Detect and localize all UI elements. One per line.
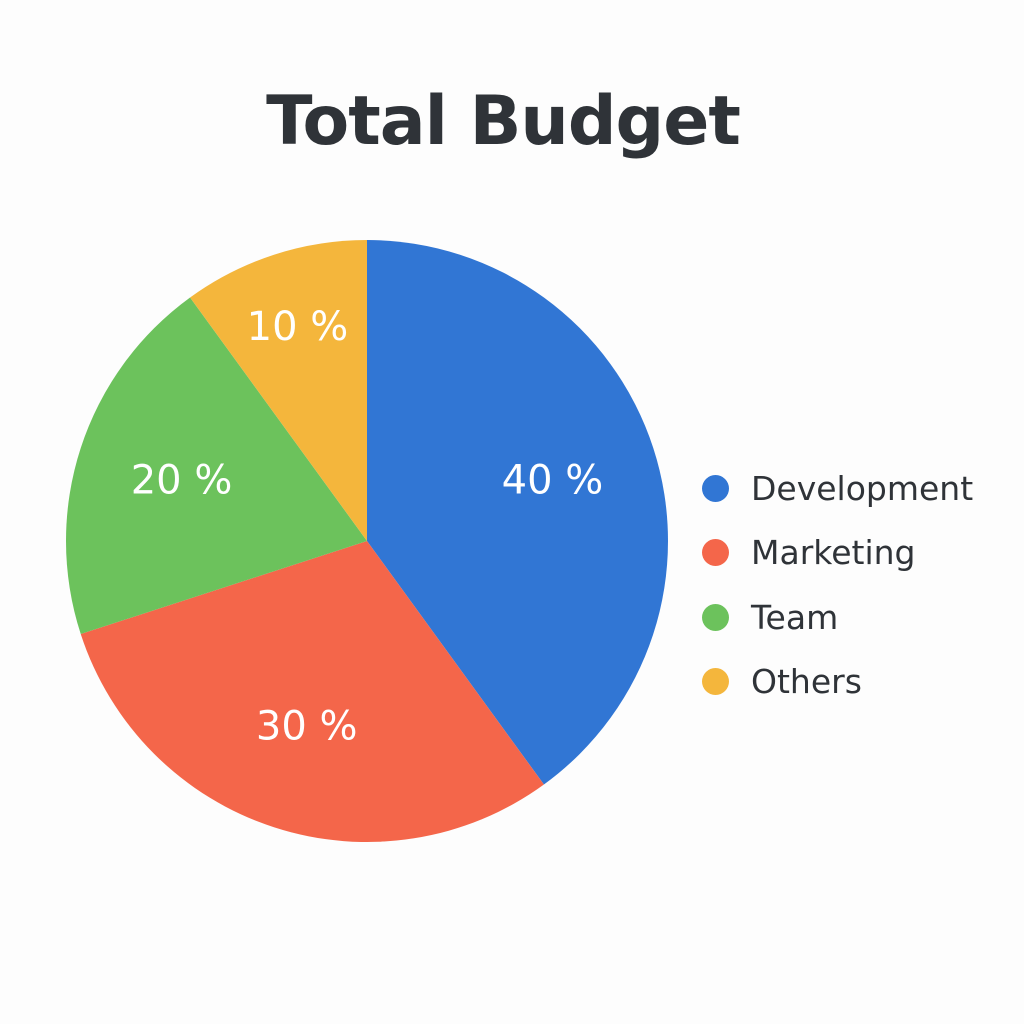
legend-item-others: Others — [702, 650, 1002, 715]
pie-slice-marketing — [80, 541, 544, 842]
chart-legend: Development Marketing Team Others — [702, 456, 1002, 714]
pie-slice-development — [367, 240, 668, 785]
legend-item-team: Team — [702, 585, 1002, 650]
slice-value-label-marketing: 30 % — [256, 703, 358, 749]
legend-label-marketing: Marketing — [751, 533, 916, 573]
pie-slice-others — [190, 240, 367, 541]
legend-swatch-team — [702, 603, 729, 631]
legend-swatch-others — [702, 668, 729, 696]
legend-item-development: Development — [702, 456, 1002, 521]
slice-value-label-team: 20 % — [131, 458, 233, 504]
pie-slice-team — [66, 297, 368, 635]
slice-value-label-development: 40 % — [502, 458, 604, 504]
legend-label-others: Others — [751, 662, 862, 702]
legend-label-team: Team — [751, 597, 839, 637]
legend-swatch-marketing — [702, 539, 729, 567]
legend-label-development: Development — [751, 468, 974, 508]
legend-swatch-development — [702, 474, 729, 502]
slice-value-label-others: 10 % — [247, 304, 349, 350]
chart-title: Total Budget — [266, 82, 741, 161]
legend-item-marketing: Marketing — [702, 521, 1002, 586]
